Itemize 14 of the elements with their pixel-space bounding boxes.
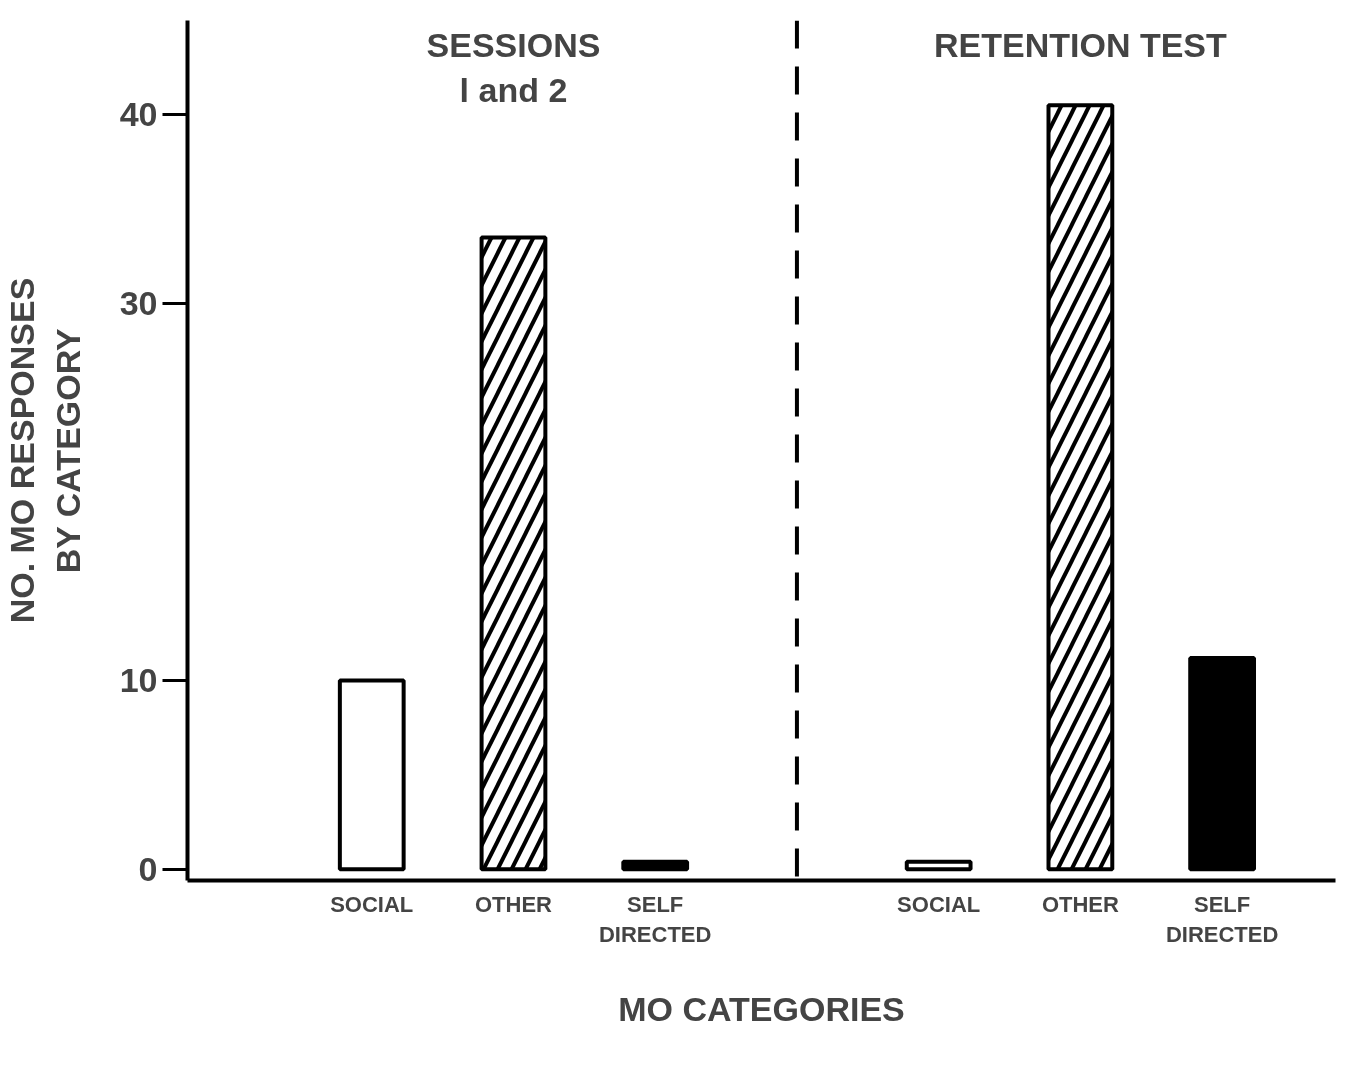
- y-tick-label: 30: [119, 283, 158, 322]
- x-tick-label: SELF DIRECTED: [598, 891, 712, 947]
- y-axis-title: NO. MO RESPONSES BY CATEGORY: [3, 277, 87, 624]
- x-tick-label: SOCIAL: [897, 891, 981, 917]
- y-tick-label: 10: [119, 661, 158, 700]
- y-tick-label: 40: [119, 95, 158, 134]
- annotation: RETENTION TEST: [934, 25, 1228, 64]
- x-tick-label: OTHER: [474, 891, 553, 917]
- x-tick-label: SOCIAL: [330, 891, 414, 917]
- annotation: SESSIONS l and 2: [426, 25, 601, 110]
- x-tick-label: SELF DIRECTED: [1165, 891, 1279, 947]
- y-tick-label: 0: [138, 849, 158, 888]
- x-axis-title: MO CATEGORIES: [618, 989, 905, 1028]
- x-tick-label: OTHER: [1041, 891, 1119, 917]
